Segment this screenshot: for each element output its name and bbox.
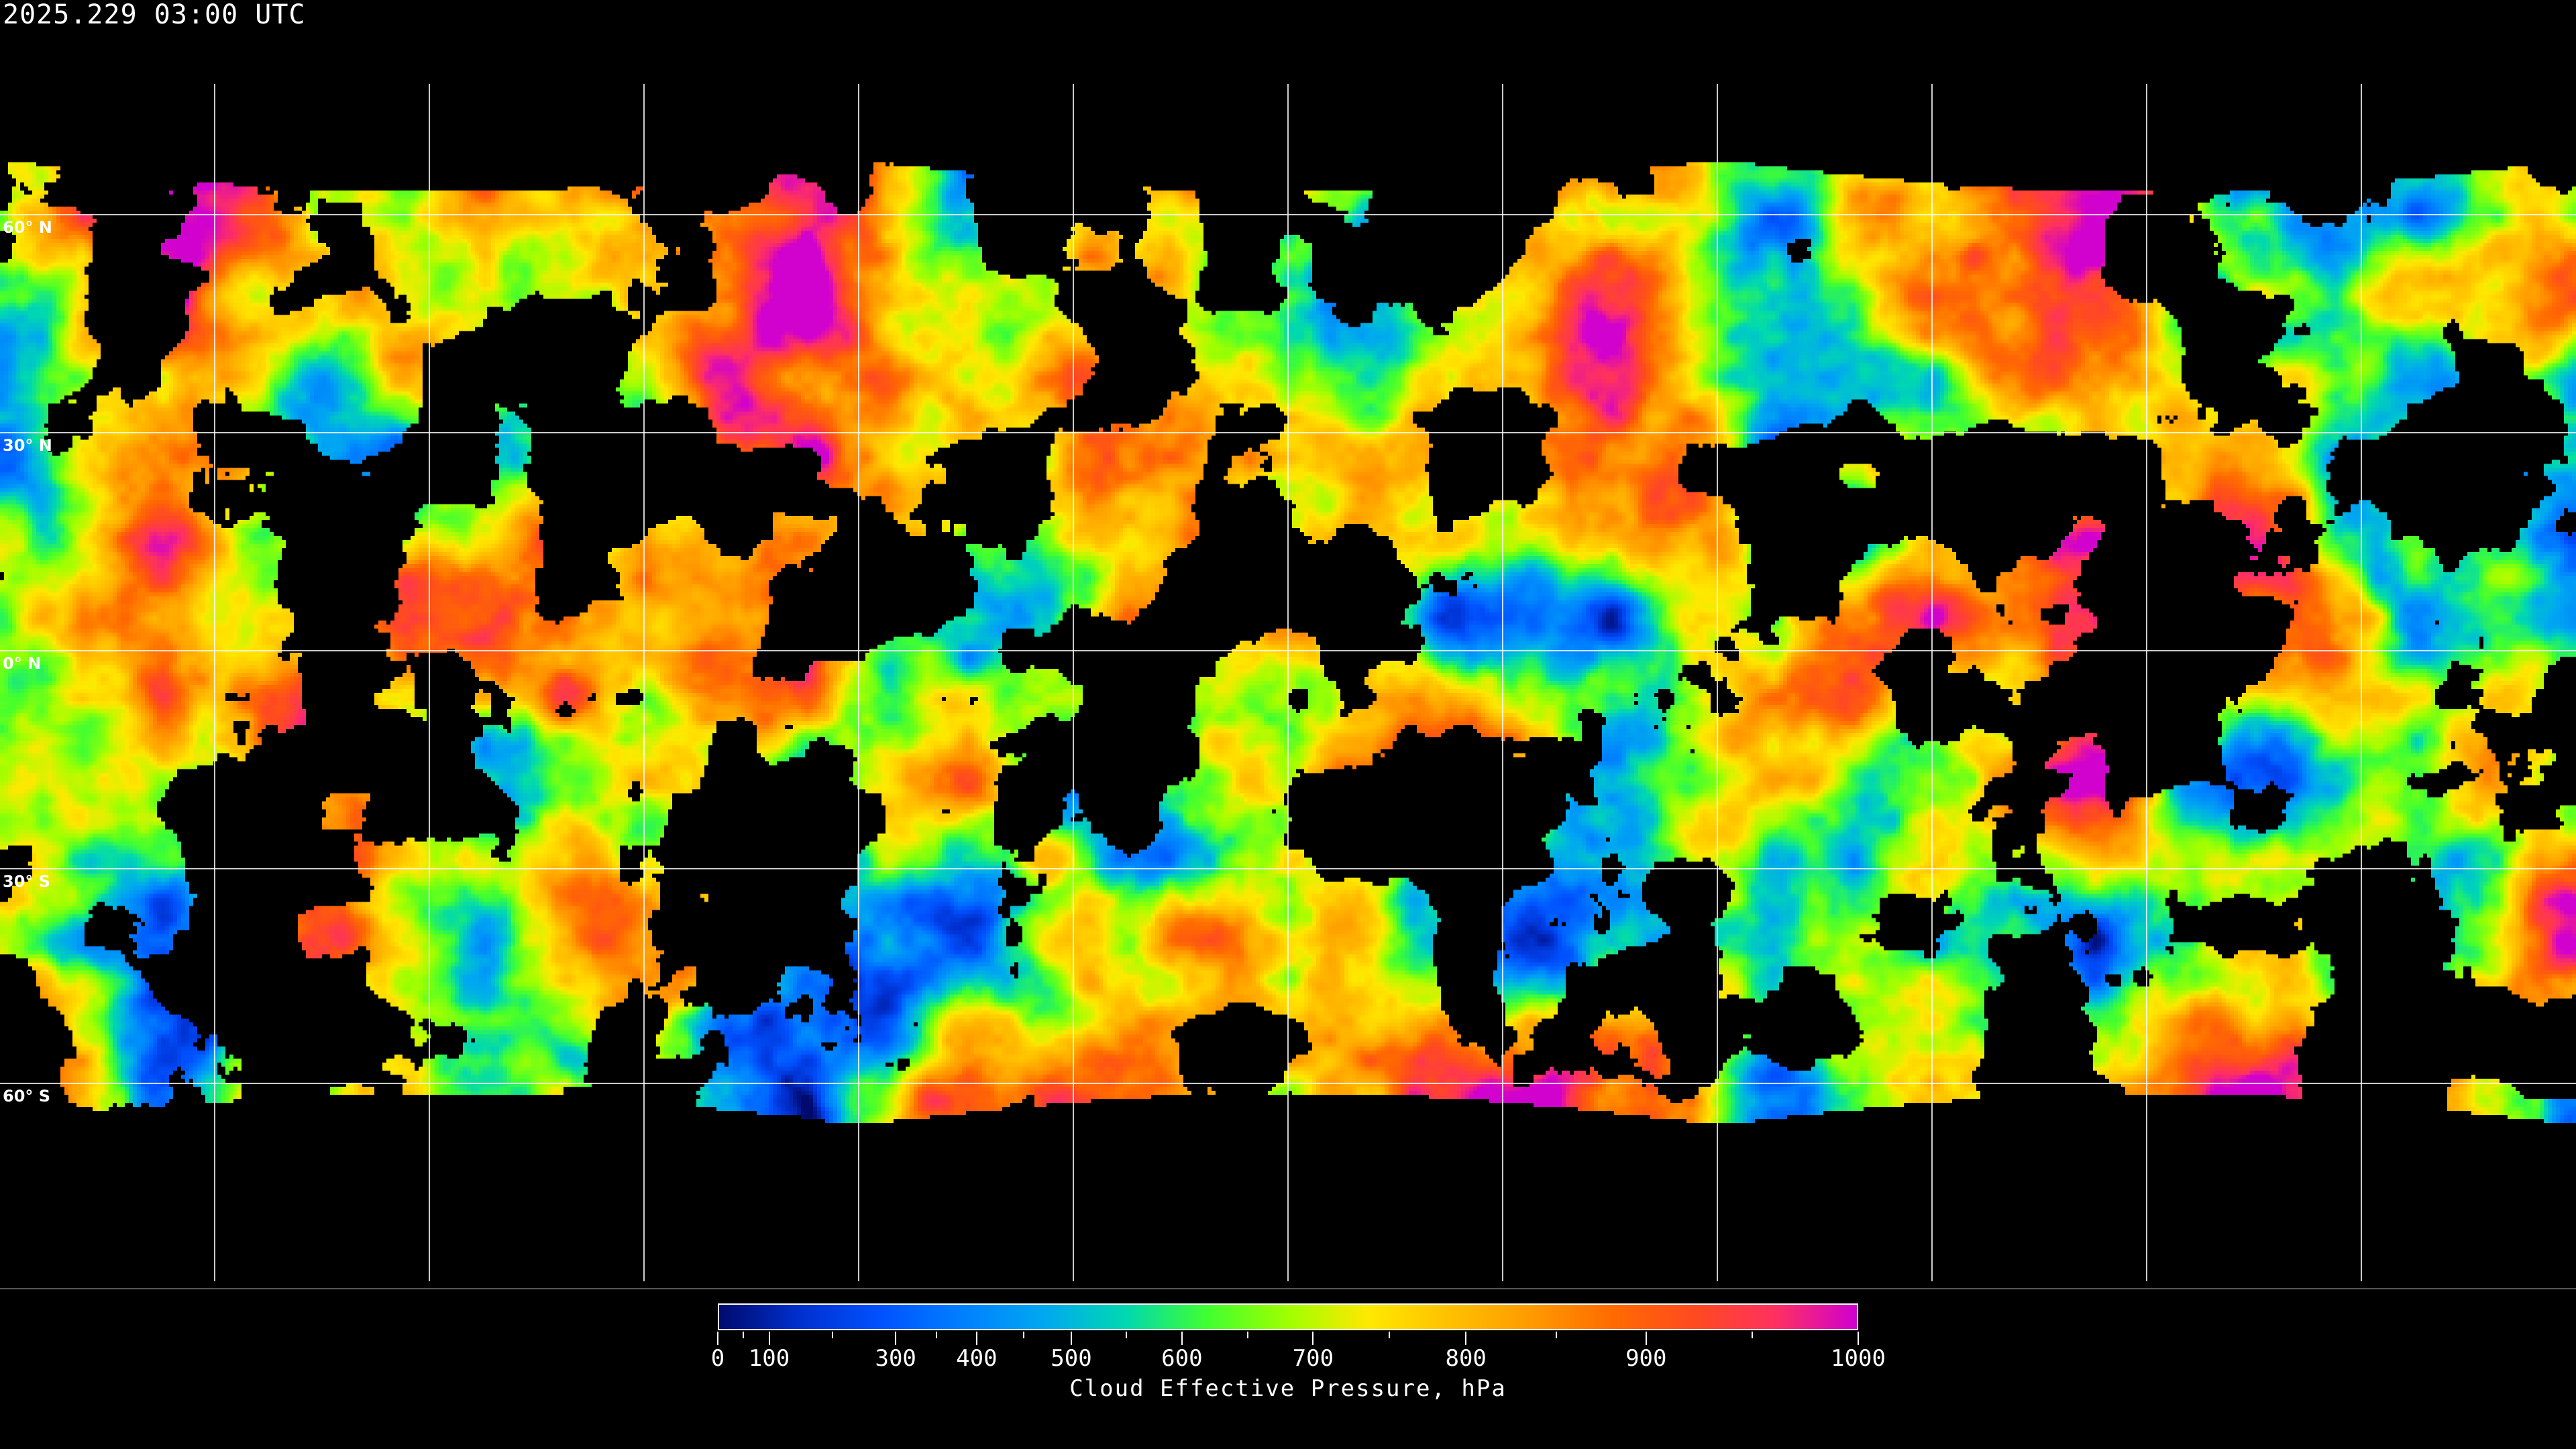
colorbar-minor-tick	[1126, 1332, 1128, 1338]
colorbar-tick-label: 700	[1292, 1345, 1334, 1372]
colorbar-tick-label: 300	[875, 1345, 916, 1372]
colorbar-tick	[717, 1332, 718, 1345]
colorbar-tick	[975, 1332, 977, 1345]
colorbar-tick-label: 800	[1445, 1345, 1487, 1372]
lat-label-0: 0° N	[3, 654, 42, 673]
colorbar-tick	[1071, 1332, 1072, 1345]
colorbar-tick-label: 1000	[1831, 1345, 1886, 1372]
colorbar-minor-tick	[743, 1332, 745, 1338]
cloud-pressure-map: 2025.229 03:00 UTC 60° N 30° N 0° N 30° …	[0, 0, 2576, 1289]
colorbar-tick	[895, 1332, 897, 1345]
colorbar-minor-tick	[935, 1332, 937, 1338]
colorbar-tick	[1181, 1332, 1183, 1345]
colorbar-minor-tick	[1389, 1332, 1391, 1338]
colorbar-title: Cloud Effective Pressure, hPa	[1069, 1375, 1507, 1402]
colorbar-tick	[1465, 1332, 1467, 1345]
colorbar-tick-label: 100	[748, 1345, 790, 1372]
colorbar-tick-label: 0	[710, 1345, 725, 1372]
colorbar-tick-label: 900	[1625, 1345, 1667, 1372]
colorbar-minor-tick	[831, 1332, 833, 1338]
colorbar	[718, 1303, 1858, 1330]
lat-label-30s: 30° S	[3, 872, 51, 891]
colorbar-tick	[1858, 1332, 1859, 1345]
colorbar-tick	[1645, 1332, 1647, 1345]
colorbar-tick	[768, 1332, 770, 1345]
colorbar-tick-label: 600	[1161, 1345, 1203, 1372]
colorbar-ticks: 0 100 300 400 500 600 700 800 900 1000	[711, 1332, 1886, 1385]
colorbar-tick	[1312, 1332, 1314, 1345]
lat-lon-grid	[0, 84, 2576, 1281]
lat-label-60s: 60° S	[3, 1087, 51, 1106]
colorbar-minor-tick	[1246, 1332, 1248, 1338]
lat-label-60n: 60° N	[3, 218, 52, 237]
lat-label-30n: 30° N	[3, 436, 52, 455]
colorbar-minor-tick	[1751, 1332, 1753, 1338]
timestamp-title: 2025.229 03:00 UTC	[3, 0, 306, 30]
colorbar-minor-tick	[1555, 1332, 1557, 1338]
colorbar-tick-label: 400	[956, 1345, 998, 1372]
colorbar-minor-tick	[1023, 1332, 1025, 1338]
colorbar-tick-label: 500	[1051, 1345, 1092, 1372]
